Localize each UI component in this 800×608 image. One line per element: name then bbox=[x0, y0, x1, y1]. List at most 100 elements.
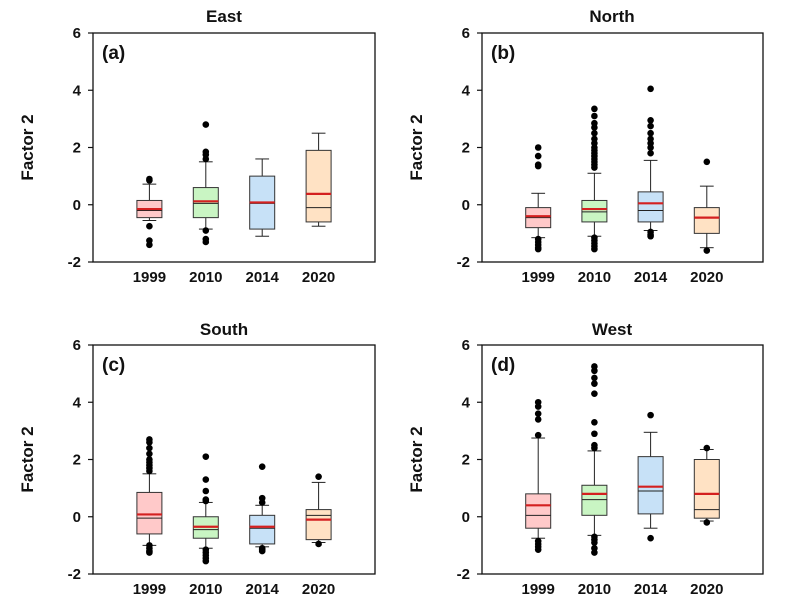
outlier-point bbox=[647, 149, 654, 157]
outlier-point bbox=[647, 144, 654, 151]
x-tick-label: 2014 bbox=[634, 581, 668, 598]
box-body bbox=[525, 493, 552, 529]
outlier-point bbox=[202, 227, 210, 234]
box-2020 bbox=[305, 132, 332, 227]
outlier-point bbox=[647, 129, 654, 137]
y-tick-label: 0 bbox=[73, 197, 81, 214]
outlier-point bbox=[591, 105, 598, 113]
outlier-point bbox=[202, 453, 210, 460]
x-tick-label: 1999 bbox=[133, 581, 166, 598]
x-tick-label: 2020 bbox=[690, 269, 723, 286]
panel-label: (a) bbox=[102, 43, 125, 64]
box-body bbox=[581, 484, 608, 516]
y-tick-label: 0 bbox=[73, 509, 81, 526]
box-1999 bbox=[136, 436, 163, 556]
outlier-point bbox=[202, 497, 210, 505]
outlier-point bbox=[258, 499, 266, 506]
outlier-point bbox=[703, 247, 711, 254]
outlier-point bbox=[591, 112, 598, 120]
outlier-point bbox=[146, 444, 153, 452]
y-tick-label: 4 bbox=[462, 394, 471, 411]
outlier-point bbox=[591, 367, 598, 375]
outlier-point bbox=[315, 540, 322, 548]
y-tick-label: -2 bbox=[68, 566, 81, 583]
outlier-point bbox=[534, 431, 542, 439]
x-tick-label: 1999 bbox=[522, 269, 555, 286]
outlier-point bbox=[146, 467, 153, 475]
panel-south: South Factor 2 -2 0 2 4 6 (c) 1999 2010 2014 2020 bbox=[18, 320, 376, 598]
x-tick-label: 2010 bbox=[578, 581, 611, 598]
x-tick-label: 2020 bbox=[690, 581, 723, 598]
box-2010 bbox=[192, 453, 219, 565]
box-2014 bbox=[249, 158, 276, 237]
outlier-point bbox=[146, 241, 153, 249]
outlier-point bbox=[146, 450, 153, 458]
panel-title: East bbox=[206, 7, 242, 26]
plot-frame bbox=[92, 344, 376, 575]
y-tick-label: -2 bbox=[457, 566, 470, 583]
x-tick-label: 2020 bbox=[302, 581, 335, 598]
y-tick-label: 4 bbox=[73, 394, 82, 411]
y-axis-label: Factor 2 bbox=[407, 114, 426, 180]
outlier-point bbox=[202, 121, 210, 128]
outlier-point bbox=[146, 439, 153, 446]
outlier-point bbox=[647, 411, 654, 419]
panel-label: (c) bbox=[102, 355, 125, 376]
outlier-point bbox=[703, 444, 711, 452]
outlier-point bbox=[703, 158, 711, 166]
outlier-point bbox=[202, 557, 210, 565]
outlier-point bbox=[534, 416, 542, 423]
box-2010 bbox=[192, 121, 219, 246]
y-tick-label: 6 bbox=[73, 25, 81, 42]
outlier-point bbox=[534, 245, 542, 253]
y-tick-label: -2 bbox=[68, 254, 81, 271]
outlier-point bbox=[591, 124, 598, 131]
box-body bbox=[581, 199, 608, 223]
panel-north: North Factor 2 -2 0 2 4 6 (b) 1999 2010 2014 2020 bbox=[407, 7, 764, 286]
box-2020 bbox=[693, 158, 720, 254]
y-tick-label: 4 bbox=[73, 82, 82, 99]
y-tick-label: 6 bbox=[462, 25, 470, 42]
x-tick-label: 2010 bbox=[578, 269, 611, 286]
y-tick-label: 0 bbox=[462, 509, 470, 526]
outlier-point bbox=[202, 476, 210, 483]
box-1999 bbox=[136, 175, 163, 249]
y-tick-label: 4 bbox=[462, 82, 471, 99]
outlier-point bbox=[146, 549, 153, 556]
x-tick-label: 1999 bbox=[133, 269, 166, 286]
box-body bbox=[305, 509, 332, 541]
box-1999 bbox=[525, 144, 552, 253]
outlier-point bbox=[591, 380, 598, 387]
panel-title: North bbox=[589, 7, 634, 26]
panel-west: West Factor 2 -2 0 2 4 6 (d) 1999 2010 2014 2020 bbox=[407, 320, 764, 598]
panel-title: West bbox=[592, 320, 633, 339]
outlier-point bbox=[647, 232, 654, 240]
y-tick-label: 2 bbox=[462, 140, 470, 157]
panel-title: South bbox=[200, 320, 248, 339]
box-2010 bbox=[581, 105, 608, 253]
outlier-point bbox=[591, 129, 598, 137]
outlier-point bbox=[202, 155, 210, 163]
box-2010 bbox=[581, 363, 608, 556]
outlier-point bbox=[258, 547, 266, 555]
panel-label: (b) bbox=[491, 43, 515, 64]
y-tick-label: 6 bbox=[462, 337, 470, 354]
outlier-point bbox=[534, 144, 542, 151]
y-tick-label: 0 bbox=[462, 197, 470, 214]
y-tick-label: 2 bbox=[73, 452, 81, 469]
outlier-point bbox=[591, 444, 598, 452]
y-axis-label: Factor 2 bbox=[407, 426, 426, 492]
box-body bbox=[637, 456, 664, 515]
outlier-point bbox=[534, 410, 542, 418]
x-tick-label: 2014 bbox=[634, 269, 668, 286]
outlier-point bbox=[591, 549, 598, 556]
box-2014 bbox=[637, 411, 664, 542]
outlier-point bbox=[534, 546, 542, 553]
outlier-point bbox=[591, 418, 598, 426]
outlier-point bbox=[146, 222, 153, 230]
panel-east: East Factor 2 -2 0 2 4 6 (a) 1999 2010 2014 2020 bbox=[18, 7, 376, 286]
outlier-point bbox=[202, 487, 210, 495]
x-tick-label: 2010 bbox=[189, 269, 222, 286]
outlier-point bbox=[647, 122, 654, 130]
